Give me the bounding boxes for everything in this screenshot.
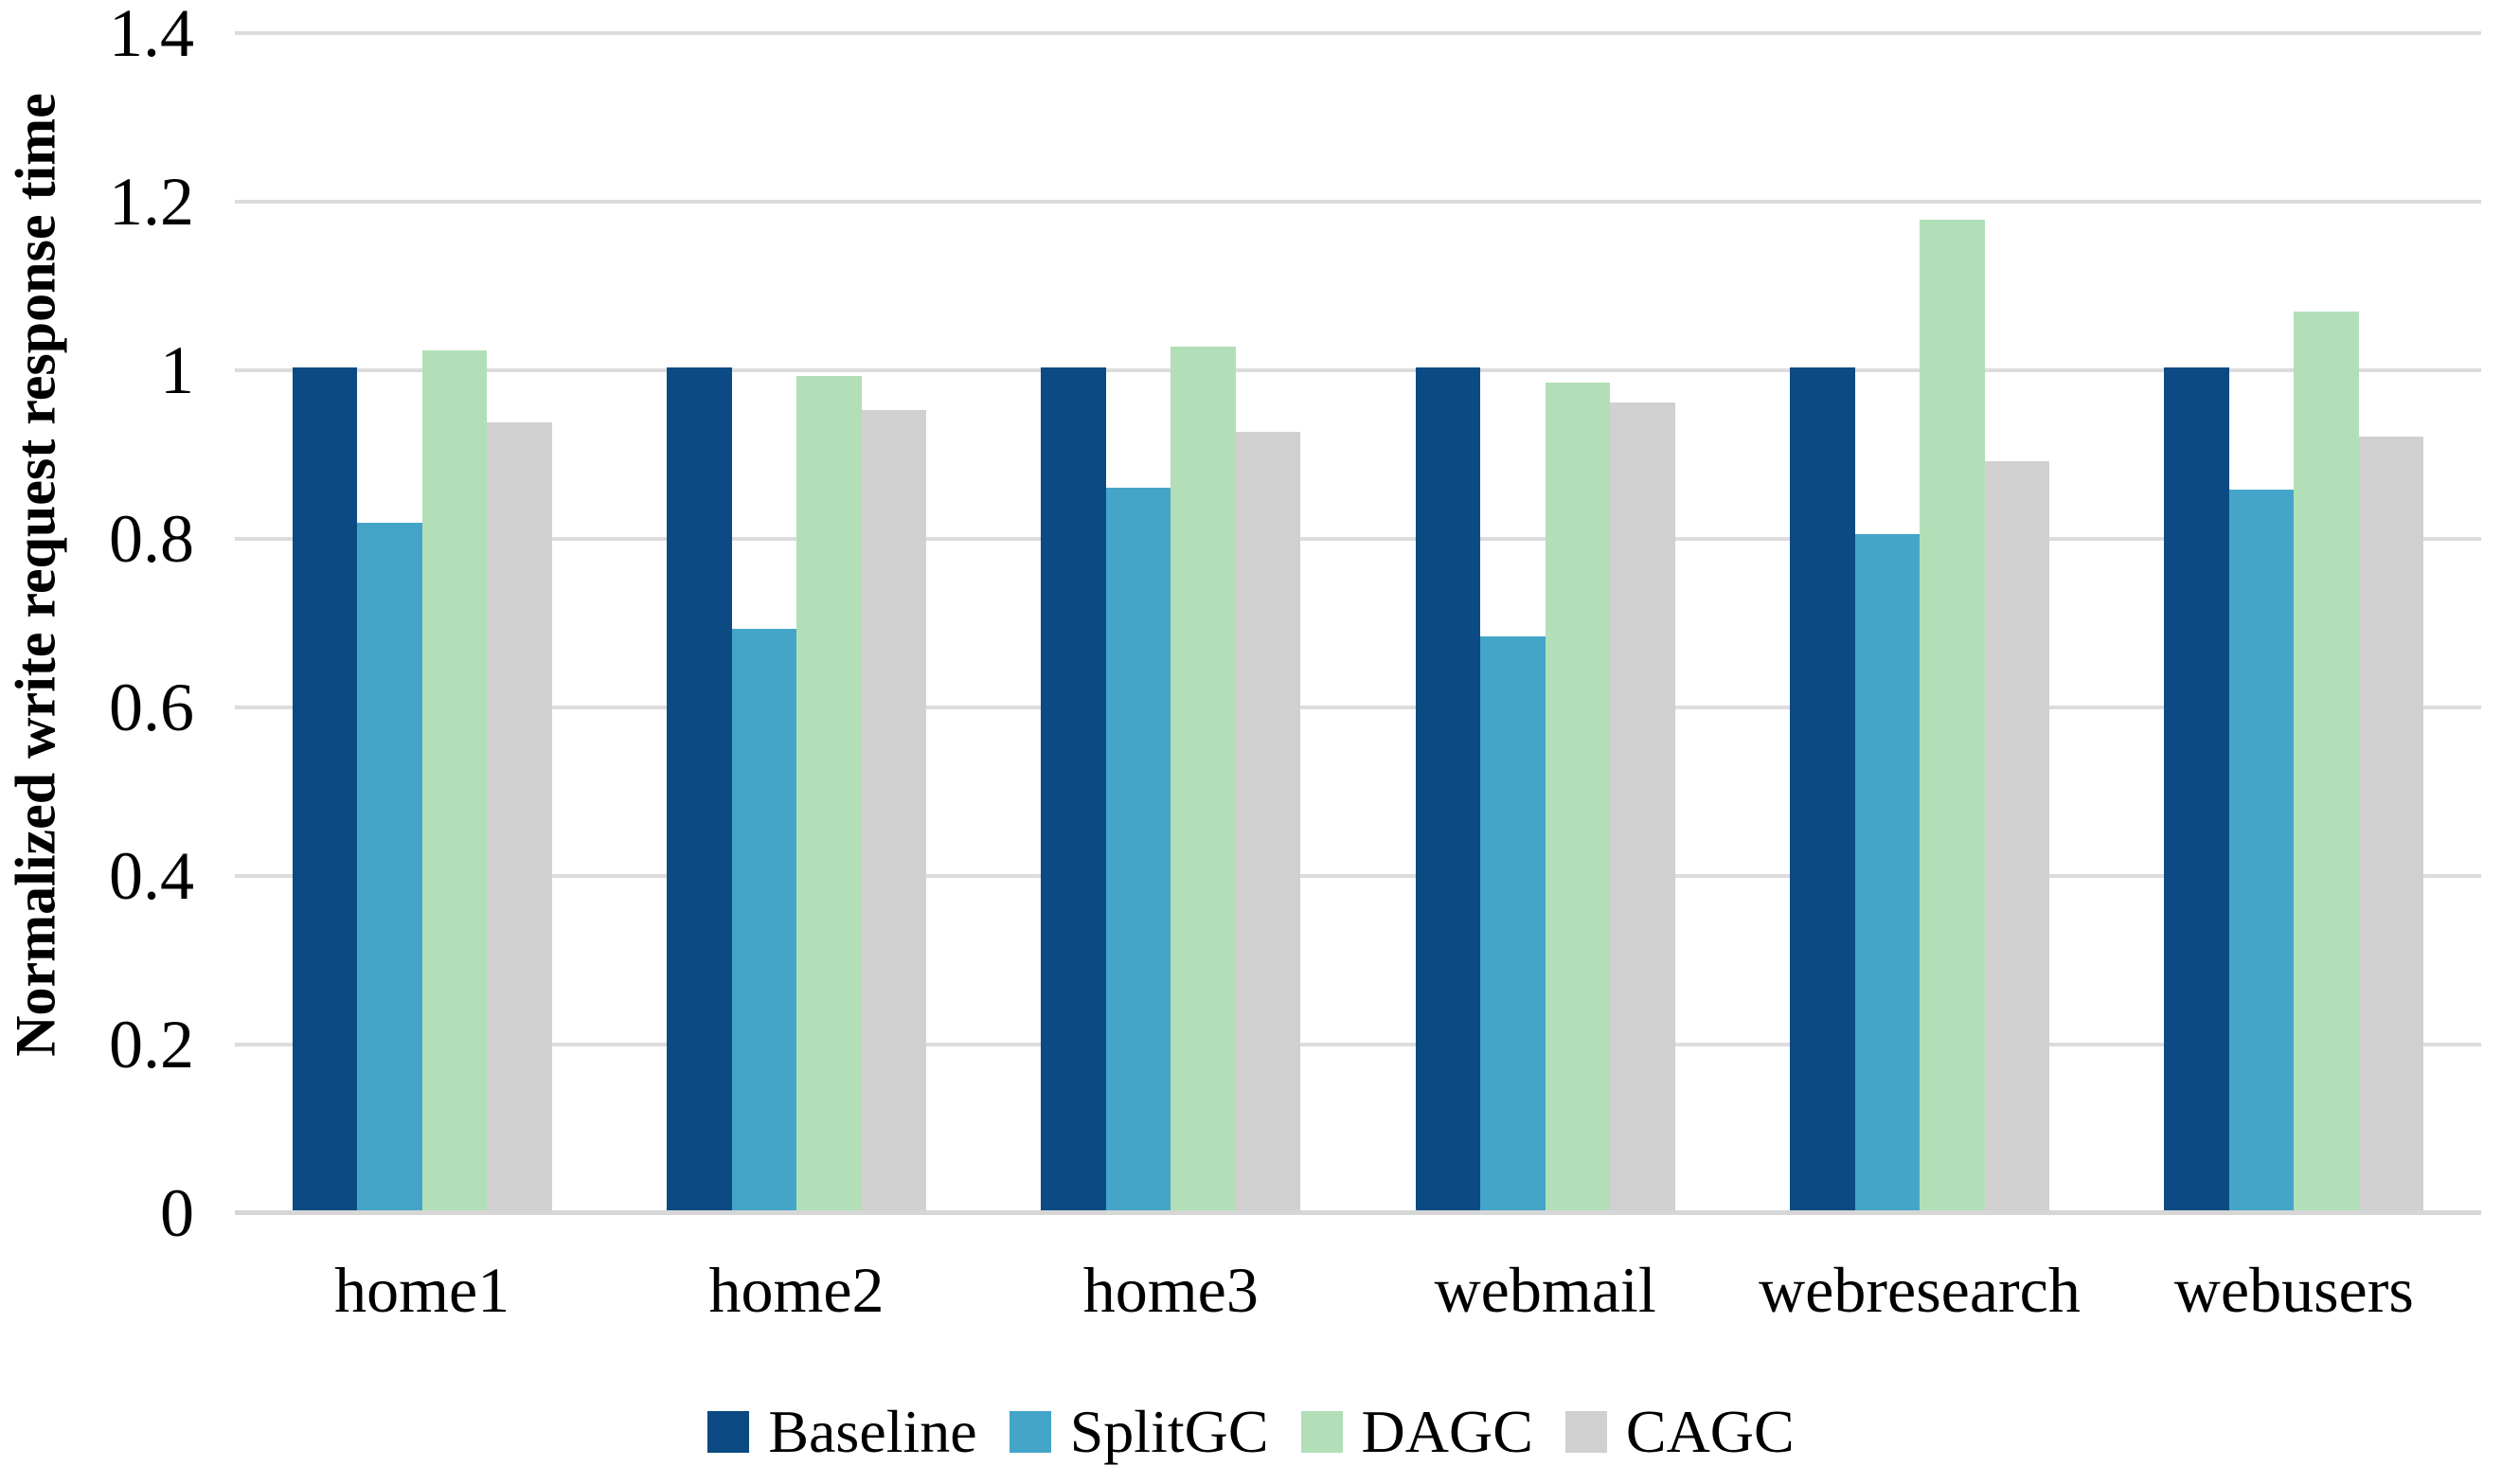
gridline (235, 706, 2481, 709)
bar-cagc-home1 (487, 421, 552, 1210)
bar-cagc-webresearch (1984, 460, 2049, 1210)
legend-marker-baseline (707, 1411, 750, 1453)
legend-label-splitgc: SplitGC (1069, 1398, 1269, 1465)
x-axis-label-home3: home3 (1082, 1254, 1259, 1326)
bar-dagc-webresearch (1920, 220, 1985, 1210)
bar-splitgc-webresearch (1854, 534, 1920, 1210)
legend-marker-dagc (1300, 1411, 1343, 1453)
plot-area (235, 31, 2481, 1215)
gridline (235, 874, 2481, 878)
y-tick-label: 1.4 (109, 0, 194, 71)
bar-cagc-webmail (1610, 402, 1675, 1210)
y-tick-label: 1 (160, 332, 194, 408)
y-tick-label: 0 (160, 1175, 194, 1251)
x-axis-label-home2: home2 (708, 1254, 885, 1326)
legend-marker-cagc (1564, 1411, 1607, 1453)
bar-baseline-home2 (667, 367, 732, 1210)
bar-baseline-webmail (1415, 367, 1481, 1210)
gridline (235, 31, 2481, 35)
x-axis-label-home1: home1 (334, 1254, 510, 1326)
gridline (235, 537, 2481, 541)
bar-baseline-home3 (1041, 367, 1106, 1210)
bar-cagc-home2 (861, 410, 926, 1210)
x-axis-labels: home1 home2 home3 webmail webresearch webuser… (235, 1256, 2481, 1324)
x-axis-label-webusers: webusers (2173, 1254, 2414, 1326)
bar-dagc-home2 (796, 375, 862, 1210)
x-axis-line (235, 1210, 2481, 1215)
gridline (235, 200, 2481, 204)
legend-item-dagc: DAGC (1300, 1398, 1533, 1465)
bar-baseline-home1 (292, 367, 358, 1210)
bar-dagc-webmail (1545, 383, 1611, 1210)
bar-baseline-webresearch (1790, 367, 1855, 1210)
legend-item-cagc: CAGC (1564, 1398, 1795, 1465)
y-tick-label: 0.8 (109, 501, 194, 577)
y-tick-label: 0.2 (109, 1007, 194, 1082)
legend-label-baseline: Baseline (768, 1398, 977, 1465)
x-axis-label-webmail: webmail (1434, 1254, 1656, 1326)
bar-cagc-webusers (2358, 436, 2424, 1210)
x-axis-label-webresearch: webresearch (1759, 1254, 2081, 1326)
bar-dagc-home1 (421, 350, 488, 1210)
legend-label-dagc: DAGC (1361, 1398, 1533, 1465)
y-tick-label: 1.2 (109, 164, 194, 240)
bar-cagc-home3 (1235, 431, 1301, 1210)
legend: Baseline SplitGC DAGC CAGC (0, 1400, 2502, 1464)
y-tick-label: 0.4 (109, 838, 194, 914)
bar-splitgc-webmail (1480, 635, 1546, 1210)
bar-splitgc-webusers (2228, 490, 2295, 1210)
legend-item-splitgc: SplitGC (1009, 1398, 1269, 1465)
bar-splitgc-home1 (357, 522, 422, 1210)
legend-marker-splitgc (1009, 1411, 1051, 1453)
bar-dagc-webusers (2294, 312, 2359, 1210)
gridline (235, 368, 2481, 372)
bar-splitgc-home3 (1105, 488, 1171, 1210)
y-tick-label: 0.6 (109, 670, 194, 745)
legend-label-cagc: CAGC (1625, 1398, 1795, 1465)
bar-splitgc-home2 (731, 628, 796, 1210)
legend-item-baseline: Baseline (707, 1398, 977, 1465)
gridline (235, 1043, 2481, 1046)
bar-dagc-home3 (1171, 346, 1236, 1210)
bar-baseline-webusers (2164, 367, 2229, 1210)
